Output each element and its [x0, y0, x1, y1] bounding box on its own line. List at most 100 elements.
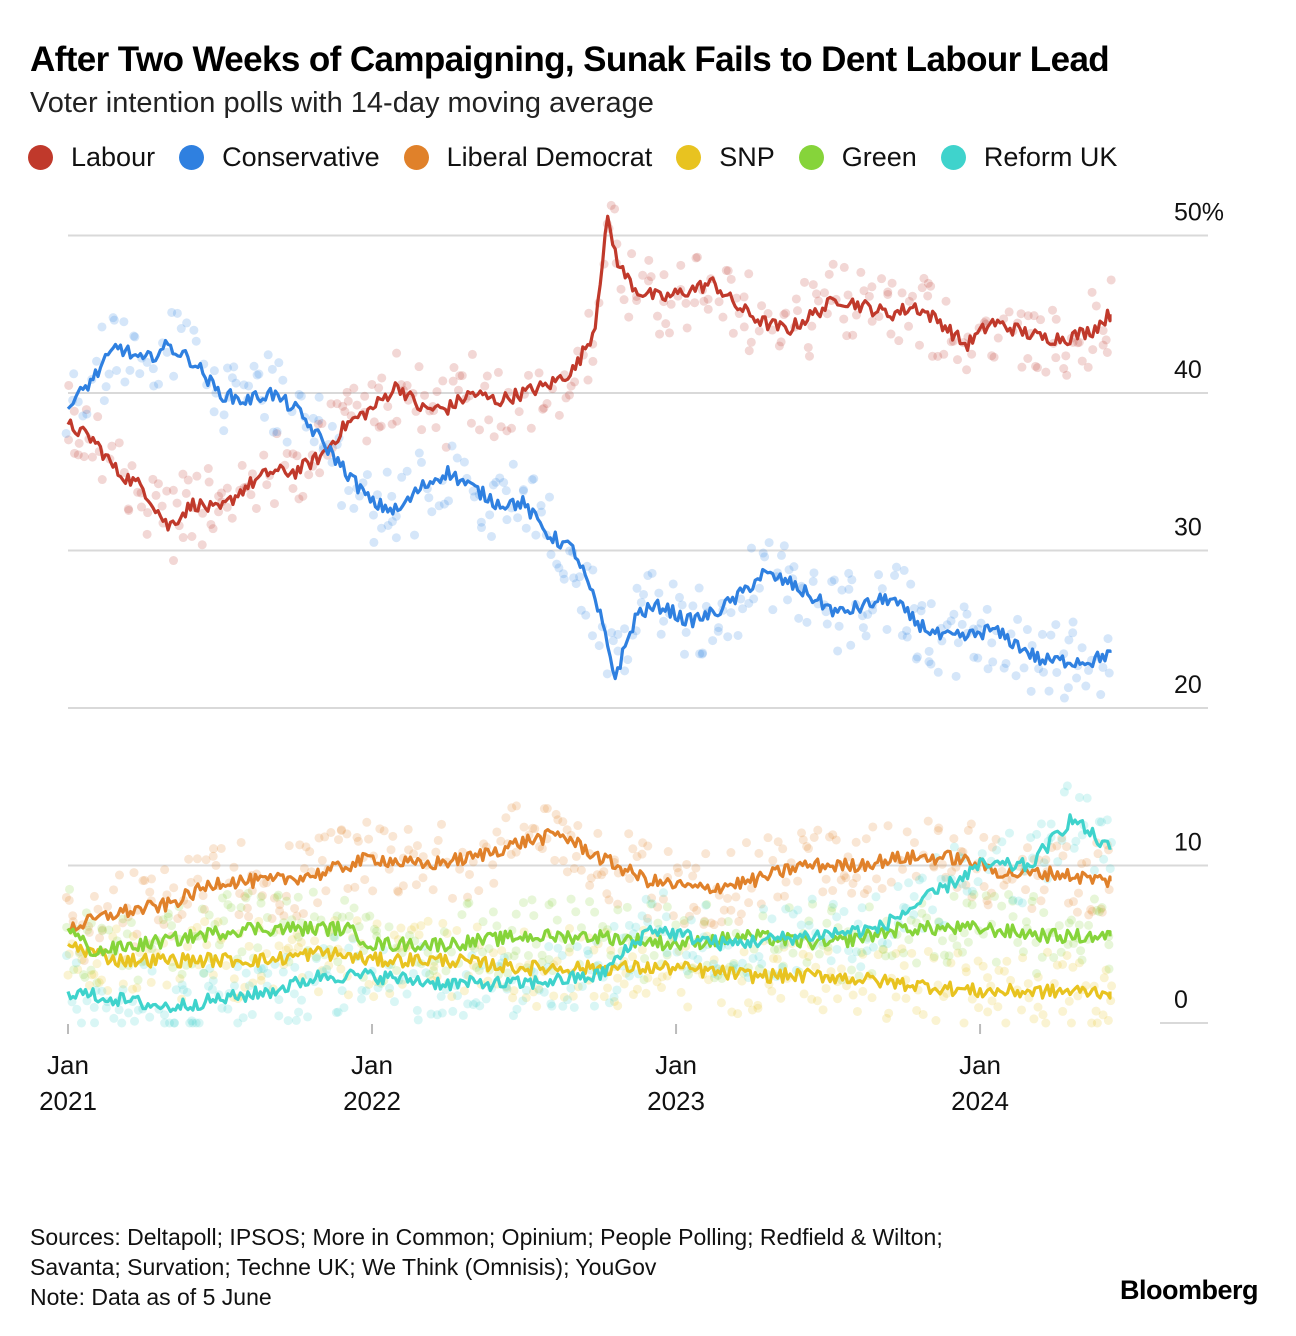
poll-dot: [184, 854, 194, 864]
poll-dot: [360, 391, 370, 401]
poll-dot: [552, 915, 562, 925]
poll-dot: [1087, 287, 1097, 297]
poll-dot: [802, 841, 812, 851]
poll-dot: [1059, 364, 1069, 374]
poll-dot: [1091, 1006, 1101, 1016]
poll-dot: [396, 923, 406, 933]
poll-dot: [527, 895, 537, 905]
poll-dot: [1064, 918, 1074, 928]
poll-dot: [1062, 950, 1072, 960]
poll-dot: [526, 423, 536, 433]
poll-dot: [304, 970, 314, 980]
poll-dot: [691, 253, 701, 263]
poll-dot: [109, 885, 119, 895]
poll-dot: [967, 349, 977, 359]
y-tick-label: 30: [1174, 514, 1202, 542]
poll-dot: [103, 986, 113, 996]
poll-dot: [269, 499, 279, 509]
poll-dot: [393, 886, 403, 896]
poll-dot: [187, 1016, 197, 1026]
poll-dot: [916, 606, 926, 616]
poll-dot: [124, 505, 134, 515]
poll-dot: [1029, 311, 1039, 321]
poll-dot: [311, 954, 321, 964]
poll-dot: [475, 1001, 485, 1011]
poll-dot: [641, 988, 651, 998]
poll-dot: [368, 510, 378, 520]
poll-dot: [883, 289, 893, 299]
poll-dot: [726, 274, 736, 284]
poll-dot: [931, 1016, 941, 1026]
poll-dot: [253, 965, 263, 975]
poll-dot: [784, 903, 794, 913]
poll-dot: [260, 412, 270, 422]
poll-dot: [162, 980, 172, 990]
poll-dot: [61, 892, 71, 902]
poll-dot: [528, 823, 538, 833]
poll-dot: [274, 358, 284, 368]
poll-dot: [928, 905, 938, 915]
poll-dot: [392, 965, 402, 975]
poll-dot: [559, 992, 569, 1002]
poll-dot: [112, 366, 122, 376]
poll-dot: [963, 825, 973, 835]
poll-dot: [723, 266, 733, 276]
poll-dot: [926, 659, 936, 669]
poll-dot: [631, 922, 641, 932]
poll-dot: [647, 568, 657, 578]
poll-dot: [240, 982, 250, 992]
poll-dot: [898, 864, 908, 874]
poll-dot: [652, 977, 662, 987]
poll-dot: [192, 854, 202, 864]
poll-dot: [793, 905, 803, 915]
poll-dot: [553, 943, 563, 953]
poll-dot: [142, 357, 152, 367]
poll-dot: [446, 947, 456, 957]
poll-dot: [695, 649, 705, 659]
poll-dot: [906, 915, 916, 925]
poll-dot: [1023, 354, 1033, 364]
poll-dot: [282, 437, 292, 447]
poll-dot: [125, 365, 135, 375]
poll-dot: [653, 902, 663, 912]
poll-dot: [571, 579, 581, 589]
poll-dot: [193, 874, 203, 884]
poll-dot: [197, 540, 207, 550]
poll-dot: [979, 882, 989, 892]
poll-dot: [671, 920, 681, 930]
poll-dot: [904, 321, 914, 331]
poll-dot: [519, 822, 529, 832]
poll-dot: [804, 920, 814, 930]
poll-dot: [565, 943, 575, 953]
poll-dot: [949, 609, 959, 619]
poll-dot: [976, 618, 986, 628]
poll-dot: [604, 998, 614, 1008]
legend: Labour Conservative Liberal Democrat SNP…: [28, 142, 1141, 173]
poll-dot: [861, 631, 871, 641]
poll-dot: [432, 387, 442, 397]
poll-dot: [604, 895, 614, 905]
poll-dot: [1022, 625, 1032, 635]
poll-dot: [423, 916, 433, 926]
poll-dot: [784, 565, 794, 575]
poll-dot: [344, 943, 354, 953]
poll-dot: [521, 985, 531, 995]
poll-dot: [754, 952, 764, 962]
x-tick-label: Jan: [351, 1050, 393, 1080]
poll-dot: [942, 620, 952, 630]
poll-dot: [336, 964, 346, 974]
poll-dot: [468, 857, 478, 867]
poll-dot: [1086, 905, 1096, 915]
poll-dot: [263, 968, 273, 978]
poll-dot: [330, 932, 340, 942]
poll-dot: [822, 918, 832, 928]
poll-dot: [811, 289, 821, 299]
poll-dot: [832, 944, 842, 954]
poll-dot: [397, 472, 407, 482]
poll-dot: [793, 306, 803, 316]
poll-dot: [923, 946, 933, 956]
poll-dot: [267, 914, 277, 924]
poll-dot: [1099, 973, 1109, 983]
poll-dot: [726, 608, 736, 618]
poll-dot: [465, 869, 475, 879]
